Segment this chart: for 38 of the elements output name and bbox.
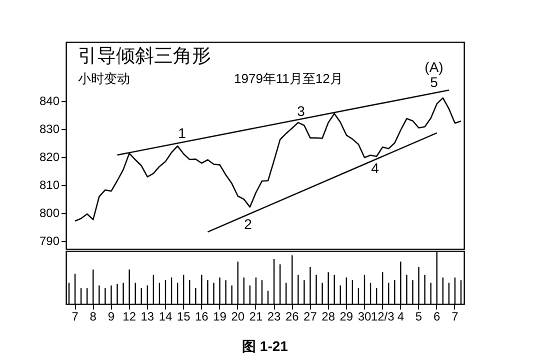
x-tick-label: 8	[90, 310, 97, 324]
x-tick-label: 4	[397, 310, 404, 324]
annotation: 4	[371, 160, 380, 176]
x-tick-label: 21	[249, 310, 263, 324]
text: 小时变动	[78, 71, 130, 86]
x-tick-label: 19	[213, 310, 227, 324]
x-tick-label: 15	[176, 310, 191, 324]
annotation: (A)	[424, 59, 444, 75]
x-tick-label: 26	[285, 310, 300, 324]
x-tick-label: 27	[304, 310, 318, 324]
annotation: 1979年11月至12月	[234, 71, 343, 86]
y-tick-label: 810	[39, 178, 60, 192]
x-tick-label: 6	[434, 310, 441, 324]
y-tick-label: 840	[39, 94, 60, 108]
annotation: 3	[297, 103, 306, 119]
x-tick-label: 7	[452, 310, 459, 324]
x-tick-label: 30	[358, 310, 372, 324]
annotation: 5	[430, 74, 438, 90]
chart-title: 引导倾斜三角形	[78, 46, 211, 67]
x-tick-label: 12/3	[370, 310, 395, 324]
x-tick-label: 29	[340, 310, 354, 324]
caption: 图 1-21	[242, 338, 288, 354]
annotation: 2	[244, 216, 252, 232]
x-tick-label: 20	[231, 310, 245, 324]
x-tick-label: 5	[415, 310, 422, 324]
x-tick-label: 12	[122, 310, 136, 324]
x-tick-label: 14	[158, 310, 172, 324]
y-tick-label: 830	[39, 122, 60, 136]
x-tick-label: 13	[140, 310, 154, 324]
x-tick-label: 9	[108, 310, 115, 324]
y-tick-label: 800	[39, 206, 60, 220]
x-tick-label: 16	[195, 310, 209, 324]
y-tick-label: 820	[39, 150, 60, 164]
x-tick-label: 28	[322, 310, 336, 324]
x-tick-label: 23	[267, 310, 282, 324]
x-tick-label: 7	[72, 310, 79, 324]
annotation: 1	[178, 125, 186, 141]
y-tick-label: 790	[39, 234, 60, 248]
